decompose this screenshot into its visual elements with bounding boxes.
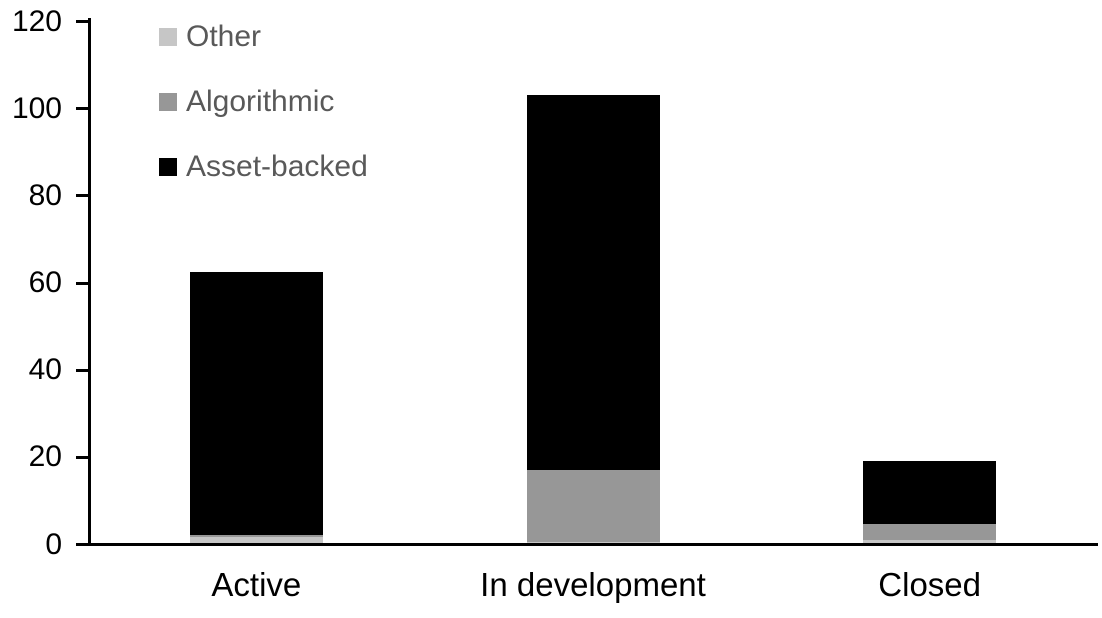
x-axis-line: [76, 543, 1098, 546]
y-tick-label-120: 120: [11, 4, 62, 38]
y-tick-label-40: 40: [28, 353, 62, 387]
bar-segment-asset-backed-active: [189, 271, 323, 544]
legend-swatch-asset-backed: [159, 158, 177, 176]
bar-segment-algorithmic-in-development: [526, 469, 660, 544]
y-tick-60: [76, 281, 88, 285]
legend-swatch-algorithmic: [159, 93, 177, 111]
y-tick-80: [76, 194, 88, 198]
x-axis-label-active: Active: [211, 566, 302, 603]
bar-segment-asset-backed-in-development: [526, 95, 660, 544]
y-tick-120: [76, 20, 88, 23]
y-tick-label-100: 100: [11, 91, 62, 125]
bar-segment-other-closed: [863, 539, 997, 544]
x-axis-label-closed: Closed: [878, 566, 982, 603]
y-tick-label-0: 0: [45, 527, 62, 561]
y-axis-line: [88, 18, 91, 546]
bar-segment-other-active: [189, 537, 323, 544]
y-tick-label-60: 60: [28, 266, 62, 299]
y-tick-40: [76, 368, 88, 372]
chart-legend: Other Algorithmic Asset-backed: [159, 22, 368, 217]
legend-item-other: Other: [159, 22, 368, 52]
legend-label-asset-backed: Asset-backed: [186, 150, 368, 183]
y-tick-100: [76, 107, 88, 111]
bar-segment-other-in-development: [526, 541, 660, 544]
x-axis-label-in-development: In development: [480, 566, 706, 603]
legend-item-algorithmic: Algorithmic: [159, 87, 368, 117]
y-tick-label-80: 80: [28, 178, 62, 212]
legend-label-other: Other: [186, 20, 262, 53]
legend-item-asset-backed: Asset-backed: [159, 152, 368, 182]
y-tick-20: [76, 455, 88, 459]
legend-label-algorithmic: Algorithmic: [186, 85, 335, 118]
legend-swatch-other: [159, 28, 177, 46]
y-tick-label-20: 20: [28, 440, 62, 474]
bar-segment-algorithmic-closed: [863, 524, 997, 544]
